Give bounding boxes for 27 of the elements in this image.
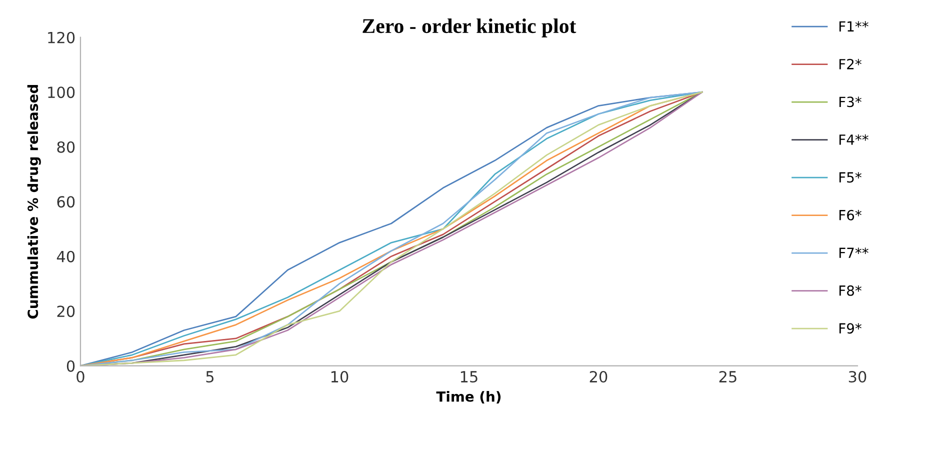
y-tick-label: 100 bbox=[48, 86, 75, 98]
legend-label: F1** bbox=[839, 21, 868, 32]
x-tick-label: 20 bbox=[590, 370, 608, 383]
chart-title: Zero - order kinetic plot bbox=[362, 18, 576, 38]
legend-label: F8* bbox=[839, 285, 862, 296]
y-tick-label: 60 bbox=[57, 196, 75, 208]
legend-label: F7** bbox=[839, 248, 868, 258]
x-tick-label: 30 bbox=[848, 370, 866, 383]
y-tick-label: 0 bbox=[66, 360, 75, 372]
legend-label: F4** bbox=[839, 134, 868, 145]
x-tick-label: 10 bbox=[331, 370, 348, 383]
x-tick-label: 25 bbox=[719, 370, 736, 383]
legend-label: F5* bbox=[839, 172, 862, 183]
y-tick-label: 80 bbox=[57, 141, 75, 153]
x-axis-title: Time (h) bbox=[436, 391, 501, 404]
y-tick-label: 120 bbox=[48, 32, 75, 44]
y-tick-label: 40 bbox=[56, 250, 75, 262]
y-tick-label: 20 bbox=[57, 306, 75, 318]
legend-label: F9* bbox=[839, 323, 862, 334]
legend-label: F6* bbox=[839, 210, 862, 220]
x-tick-label: 0 bbox=[76, 370, 84, 383]
x-tick-label: 15 bbox=[460, 371, 478, 383]
y-axis-title: Cummulative % drug released bbox=[27, 85, 41, 319]
legend-label: F2* bbox=[839, 58, 862, 70]
line-series bbox=[80, 91, 703, 366]
legend-label: F3* bbox=[839, 96, 862, 108]
x-tick-label: 5 bbox=[206, 371, 214, 383]
